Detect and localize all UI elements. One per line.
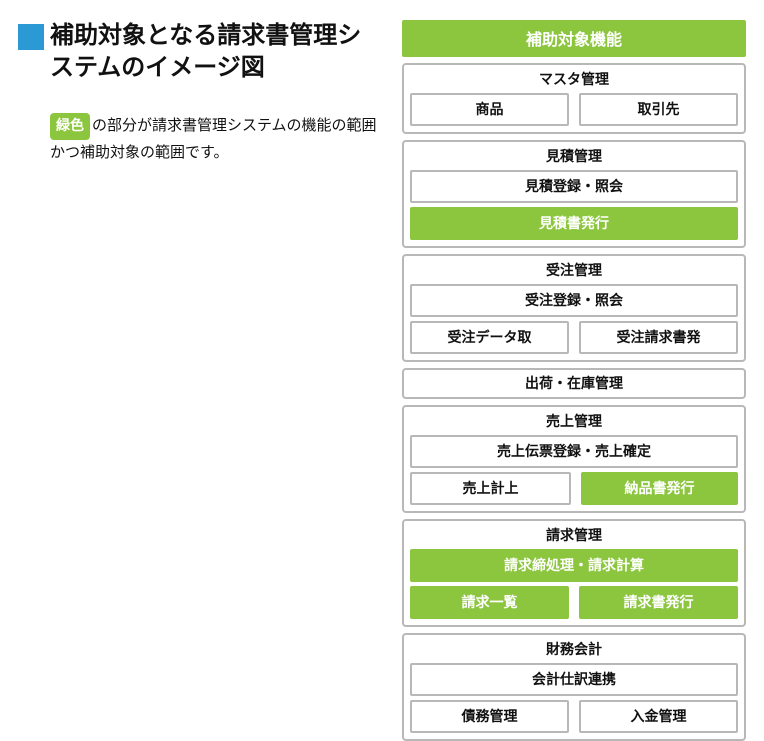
box-row: 売上伝票登録・売上確定: [410, 435, 738, 468]
function-box: 見積登録・照会: [410, 170, 738, 203]
box-row: 商品取引先: [410, 93, 738, 126]
title-row: 補助対象となる請求書管理システムのイメージ図: [18, 20, 378, 85]
function-group: 財務会計会計仕訳連携債務管理入金管理: [402, 633, 746, 741]
box-row: 見積登録・照会: [410, 170, 738, 203]
function-box: 会計仕訳連携: [410, 663, 738, 696]
groups-container: マスタ管理商品取引先見積管理見積登録・照会見積書発行受注管理受注登録・照会受注デ…: [402, 63, 746, 741]
function-box: 受注登録・照会: [410, 284, 738, 317]
function-box: 商品: [410, 93, 569, 126]
function-group: 受注管理受注登録・照会受注データ取受注請求書発: [402, 254, 746, 362]
function-box: 受注データ取: [410, 321, 569, 354]
function-box-highlighted: 請求書発行: [579, 586, 738, 619]
group-title: 売上管理: [410, 411, 738, 431]
right-column: 補助対象機能 マスタ管理商品取引先見積管理見積登録・照会見積書発行受注管理受注登…: [402, 20, 746, 630]
function-group: マスタ管理商品取引先: [402, 63, 746, 134]
header-bar: 補助対象機能: [402, 20, 746, 57]
function-box: 売上伝票登録・売上確定: [410, 435, 738, 468]
function-box: 取引先: [579, 93, 738, 126]
function-box: 債務管理: [410, 700, 569, 733]
group-title: 受注管理: [410, 260, 738, 280]
caption: 緑色の部分が請求書管理システムの機能の範囲かつ補助対象の範囲です。: [18, 113, 378, 165]
function-group: 売上管理売上伝票登録・売上確定売上計上納品書発行: [402, 405, 746, 513]
left-column: 補助対象となる請求書管理システムのイメージ図 緑色の部分が請求書管理システムの機…: [18, 20, 378, 630]
group-thinbar: 出荷・在庫管理: [402, 368, 746, 399]
group-title: 財務会計: [410, 639, 738, 659]
function-group: 請求管理請求締処理・請求計算請求一覧請求書発行: [402, 519, 746, 627]
main-title: 補助対象となる請求書管理システムのイメージ図: [50, 20, 378, 85]
function-group: 見積管理見積登録・照会見積書発行: [402, 140, 746, 248]
box-row: 見積書発行: [410, 207, 738, 240]
box-row: 売上計上納品書発行: [410, 472, 738, 505]
function-box-highlighted: 請求一覧: [410, 586, 569, 619]
function-box-highlighted: 請求締処理・請求計算: [410, 549, 738, 582]
green-badge: 緑色: [50, 113, 90, 140]
function-box-highlighted: 見積書発行: [410, 207, 738, 240]
box-row: 受注登録・照会: [410, 284, 738, 317]
box-row: 会計仕訳連携: [410, 663, 738, 696]
box-row: 請求一覧請求書発行: [410, 586, 738, 619]
function-box: 入金管理: [579, 700, 738, 733]
group-title: 見積管理: [410, 146, 738, 166]
function-box: 売上計上: [410, 472, 571, 505]
box-row: 債務管理入金管理: [410, 700, 738, 733]
title-square-icon: [18, 24, 44, 50]
box-row: 受注データ取受注請求書発: [410, 321, 738, 354]
function-box-highlighted: 納品書発行: [581, 472, 738, 505]
group-title: マスタ管理: [410, 69, 738, 89]
function-box: 受注請求書発: [579, 321, 738, 354]
caption-text: の部分が請求書管理システムの機能の範囲かつ補助対象の範囲です。: [50, 117, 377, 161]
box-row: 請求締処理・請求計算: [410, 549, 738, 582]
group-title: 請求管理: [410, 525, 738, 545]
